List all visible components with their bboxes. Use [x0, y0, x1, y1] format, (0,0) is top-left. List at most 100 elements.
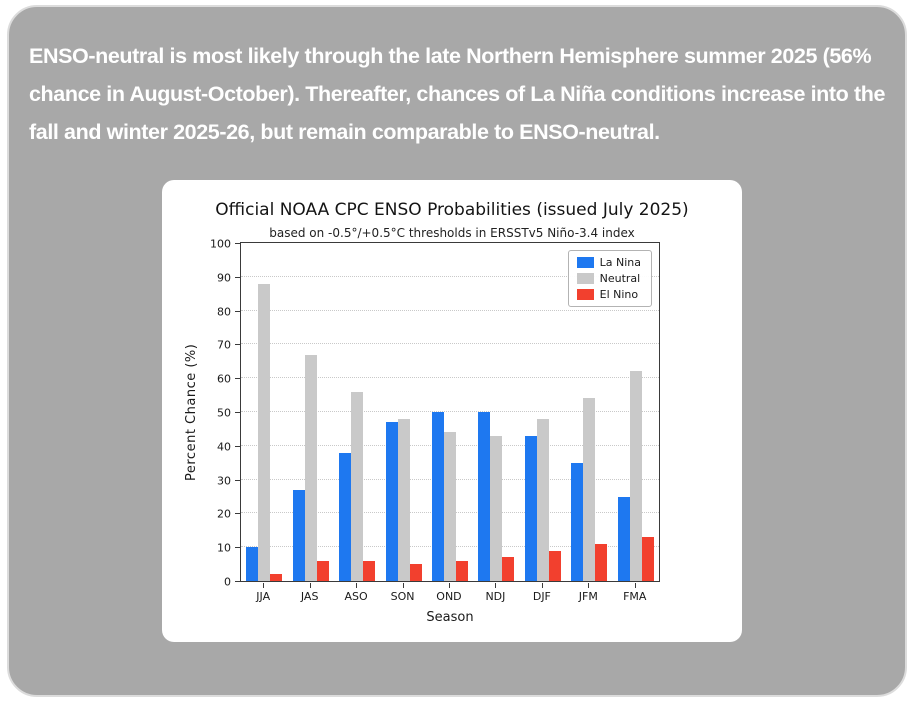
y-tick-label: 10 — [217, 541, 231, 555]
bar-el-nino — [502, 557, 515, 581]
legend-swatch-la-nina — [576, 257, 594, 268]
bar-la-nina — [617, 496, 630, 581]
y-tick-mark — [235, 581, 240, 582]
y-tick-mark — [235, 513, 240, 515]
bar-la-nina — [431, 412, 444, 581]
y-tick-label: 50 — [217, 406, 231, 420]
slide-card: ENSO-neutral is most likely through the … — [7, 5, 907, 697]
bar-la-nina — [478, 412, 491, 581]
bar-neutral — [351, 391, 364, 581]
y-tick-label: 100 — [210, 237, 231, 251]
gridline — [241, 309, 659, 311]
legend-item-el-nino: El Nino — [576, 288, 641, 301]
x-tick-label: NDJ — [485, 590, 506, 603]
bar-el-nino — [455, 560, 468, 581]
bar-el-nino — [409, 564, 422, 581]
chart-panel: Official NOAA CPC ENSO Probabilities (is… — [162, 180, 742, 642]
legend-swatch-neutral — [576, 273, 594, 284]
bar-neutral — [490, 435, 503, 581]
x-tick-mark — [449, 583, 450, 588]
bar-neutral — [258, 283, 271, 581]
y-tick-label: 70 — [217, 338, 231, 352]
legend-swatch-el-nino — [576, 289, 594, 300]
bar-neutral — [397, 418, 410, 581]
x-tick-mark — [309, 583, 311, 588]
bar-la-nina — [339, 452, 352, 581]
y-tick-labels: 0 10 20 30 40 50 60 70 80 90 100 — [206, 237, 240, 588]
x-tick-label: JFM — [578, 590, 598, 603]
bar-la-nina — [246, 547, 259, 581]
x-tick-mark — [495, 583, 497, 588]
bar-neutral — [583, 398, 596, 581]
headline-text: ENSO-neutral is most likely through the … — [29, 44, 886, 144]
bar-group-son — [380, 243, 426, 581]
bar-la-nina — [524, 435, 537, 581]
legend-label: Neutral — [599, 272, 641, 285]
y-tick-label: 60 — [217, 372, 231, 386]
bar-group-djf — [520, 243, 566, 581]
y-tick-mark — [235, 547, 240, 549]
gridline — [241, 343, 659, 345]
y-tick-label: 80 — [217, 305, 231, 319]
x-tick-mark — [634, 583, 636, 588]
y-tick-mark — [235, 344, 240, 346]
chart-title: Official NOAA CPC ENSO Probabilities (is… — [215, 200, 689, 220]
x-tick-mark — [402, 583, 404, 588]
x-tick-mark — [356, 583, 358, 588]
bar-neutral — [536, 418, 549, 581]
plot-area: La Nina Neutral El Nino — [240, 242, 660, 582]
bar-group-ndj — [473, 243, 519, 581]
chart-legend: La Nina Neutral El Nino — [567, 250, 652, 307]
legend-label: La Nina — [599, 256, 641, 269]
bar-neutral — [304, 354, 317, 581]
y-tick-mark — [235, 310, 240, 312]
y-tick-label: 40 — [217, 440, 231, 454]
y-tick-mark — [235, 479, 240, 481]
x-tick-labels: JJA JAS ASO SON OND NDJ DJF JFM FMA — [240, 583, 660, 609]
x-tick-label: SON — [390, 590, 415, 603]
x-tick-label: FMA — [623, 590, 647, 603]
x-tick-mark — [588, 583, 590, 588]
bar-el-nino — [316, 560, 329, 581]
y-tick-label: 90 — [217, 271, 231, 285]
legend-item-la-nina: La Nina — [576, 256, 641, 269]
x-tick-label: JAS — [300, 590, 319, 603]
bar-neutral — [629, 371, 642, 581]
y-tick-mark — [235, 412, 240, 413]
x-tick-label: ASO — [344, 590, 368, 603]
x-tick-label: JJA — [256, 590, 271, 603]
y-tick-label: 0 — [224, 575, 231, 589]
gridline — [241, 377, 659, 379]
bar-group-jja — [241, 243, 287, 581]
bar-group-ond — [427, 243, 473, 581]
bar-el-nino — [363, 560, 376, 581]
bar-el-nino — [595, 543, 608, 581]
legend-item-neutral: Neutral — [576, 272, 641, 285]
bar-la-nina — [385, 422, 398, 581]
y-tick-mark — [235, 378, 240, 380]
legend-label: El Nino — [599, 288, 639, 301]
bar-el-nino — [270, 574, 283, 581]
bar-groups — [241, 243, 659, 581]
gridline — [241, 275, 659, 277]
bar-neutral — [443, 432, 456, 581]
y-tick-mark — [235, 243, 240, 244]
y-tick-label: 20 — [217, 507, 231, 521]
x-tick-mark — [263, 583, 265, 588]
bar-la-nina — [292, 489, 305, 581]
y-axis-label: Percent Chance (%) — [184, 343, 199, 481]
x-tick-mark — [541, 583, 543, 588]
bar-group-jfm — [566, 243, 612, 581]
bar-la-nina — [571, 462, 584, 581]
bar-group-jas — [287, 243, 333, 581]
bar-group-fma — [613, 243, 659, 581]
bar-el-nino — [641, 537, 654, 581]
y-tick-mark — [235, 276, 240, 278]
gridline — [241, 411, 659, 412]
y-tick-label: 30 — [217, 474, 231, 488]
chart-subtitle: based on -0.5°/+0.5°C thresholds in ERSS… — [269, 226, 635, 240]
x-tick-label: DJF — [532, 590, 551, 603]
y-tick-mark — [235, 445, 240, 447]
bar-group-aso — [334, 243, 380, 581]
x-tick-label: OND — [436, 590, 462, 603]
